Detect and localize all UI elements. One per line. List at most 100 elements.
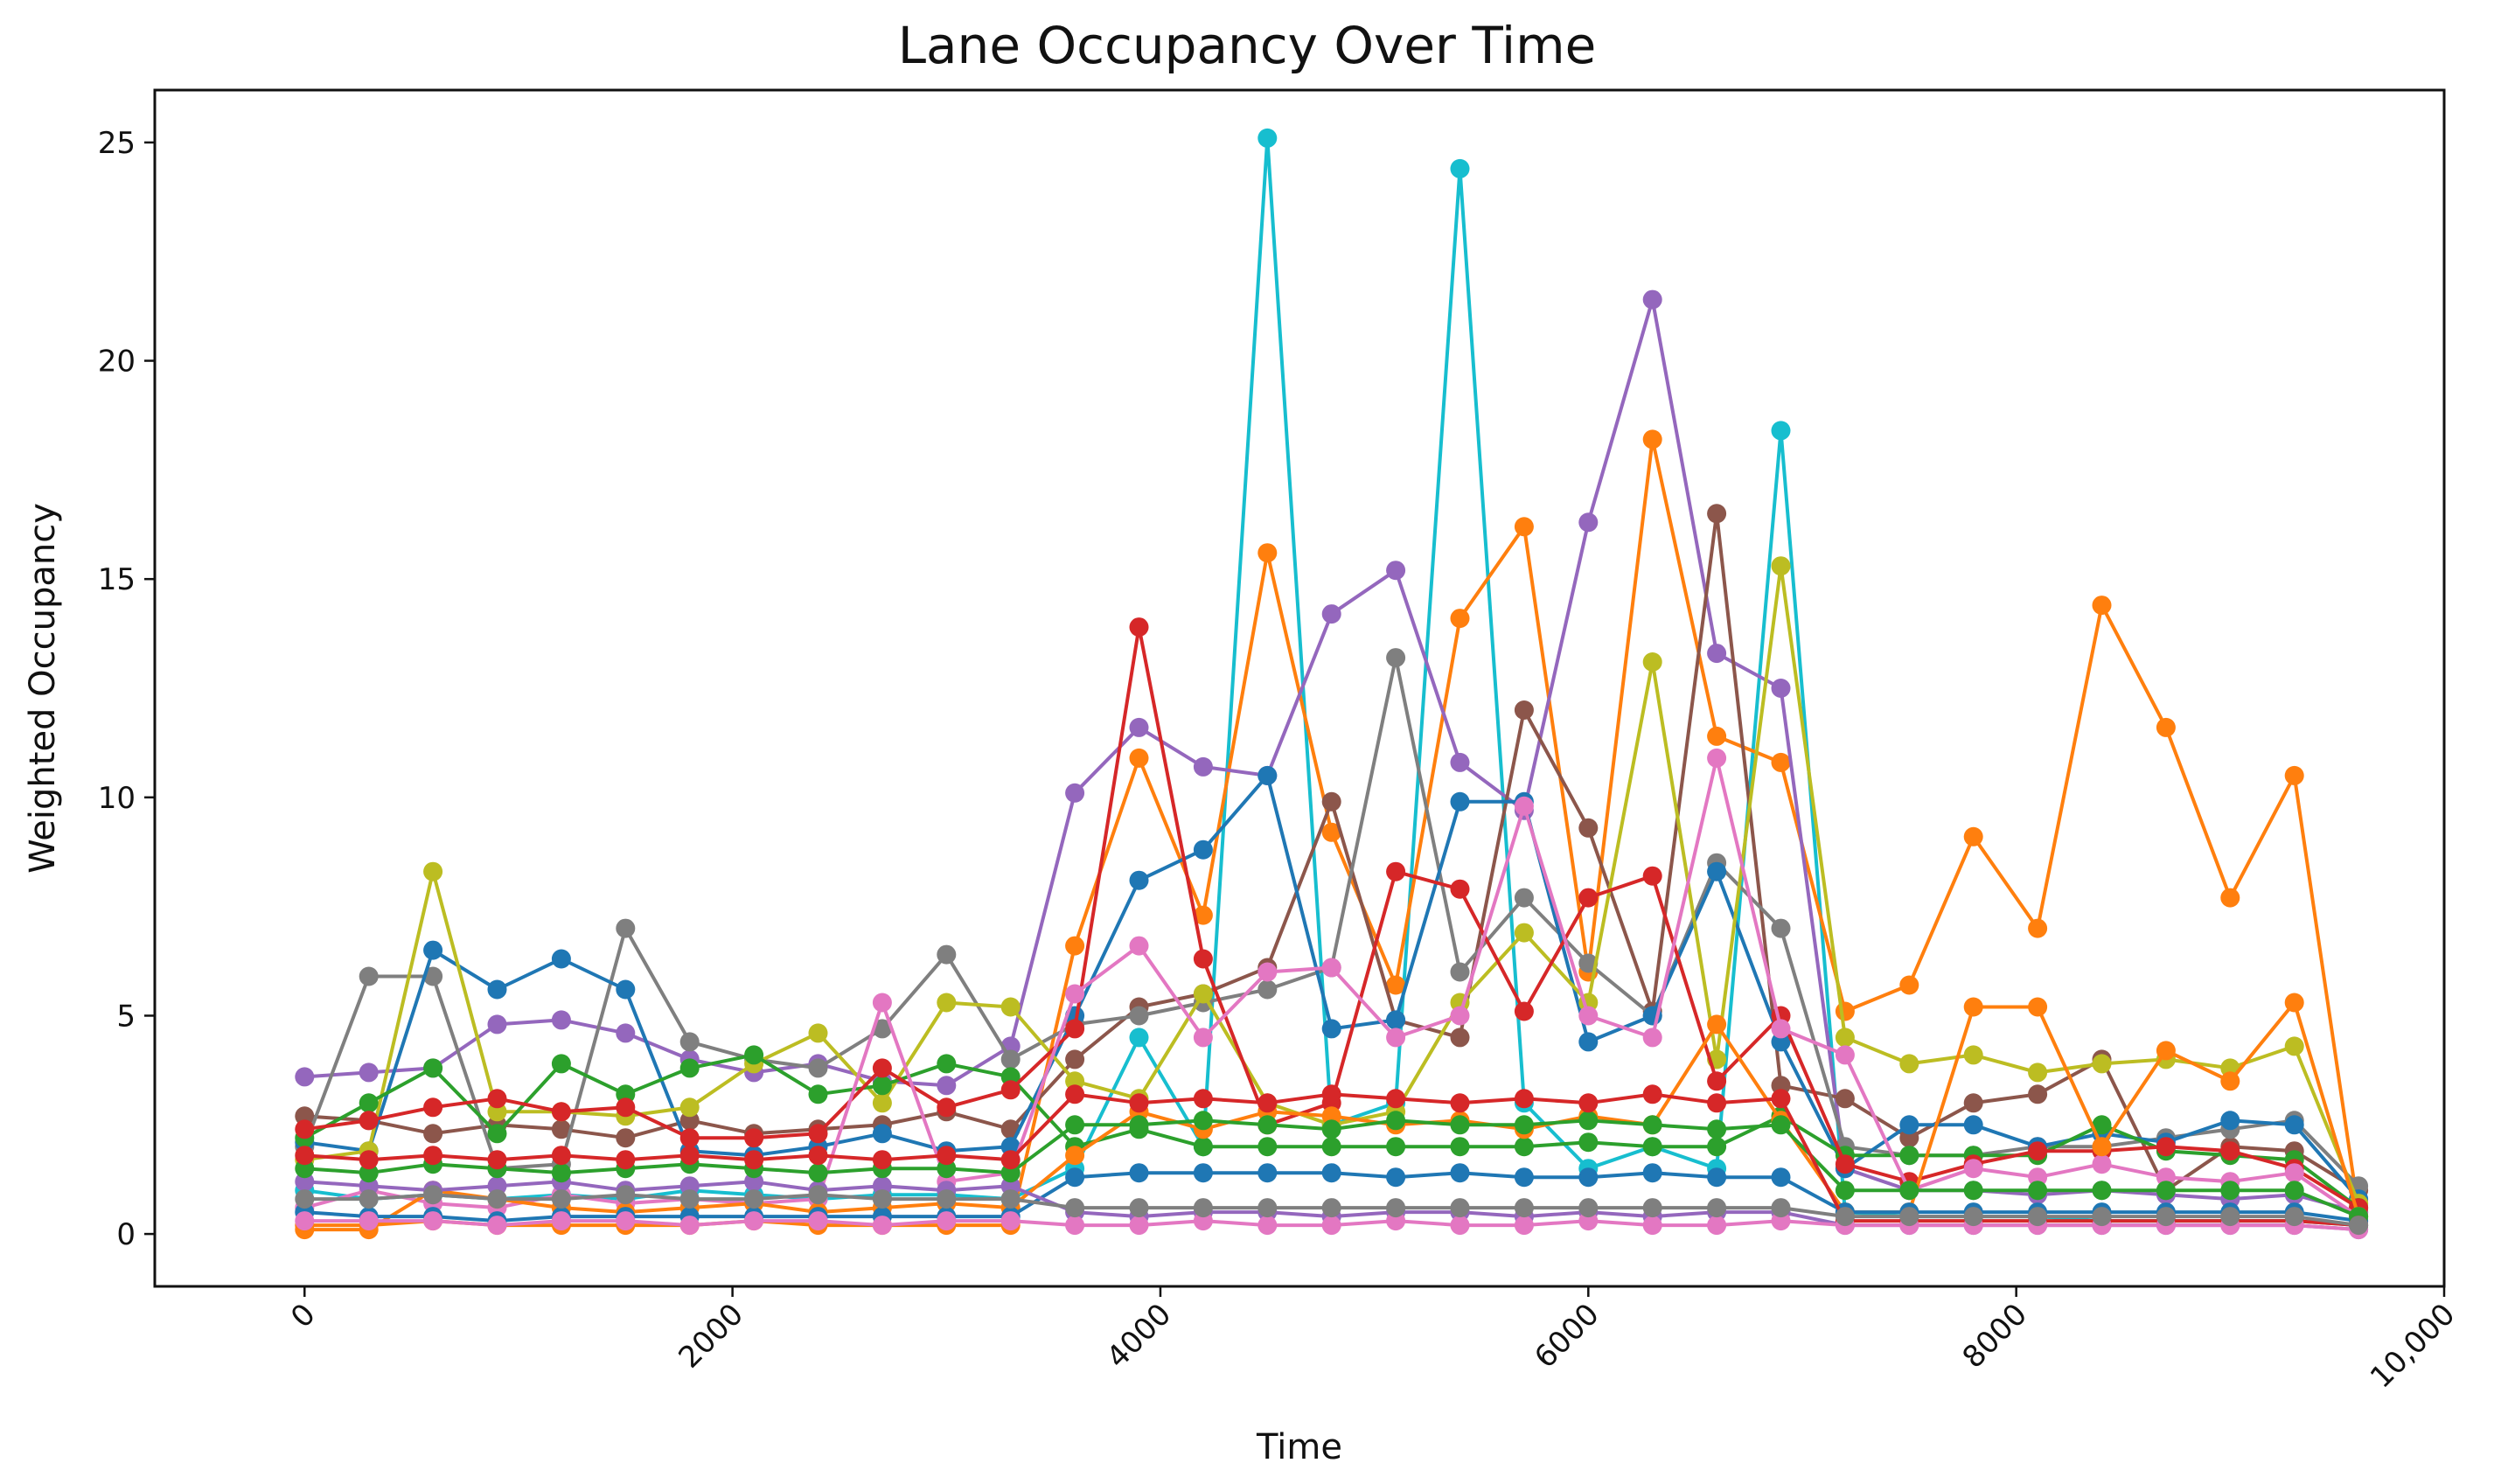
- data-point: [1450, 1093, 1470, 1113]
- data-point: [1642, 1216, 1662, 1236]
- data-point: [551, 1102, 571, 1122]
- data-point: [1707, 644, 1727, 664]
- data-point: [808, 1023, 828, 1043]
- data-point: [1000, 1150, 1021, 1170]
- data-point: [2284, 765, 2304, 785]
- data-point: [1321, 791, 1341, 812]
- data-point: [1514, 796, 1534, 816]
- data-point: [1578, 1132, 1599, 1153]
- data-point: [551, 1146, 571, 1166]
- data-point: [2092, 1115, 2112, 1135]
- data-point: [1450, 752, 1470, 772]
- data-point: [1578, 818, 1599, 838]
- chart-title: Lane Occupancy Over Time: [898, 16, 1597, 75]
- data-point: [1771, 421, 1791, 441]
- data-point: [1321, 958, 1341, 978]
- data-point: [1771, 752, 1791, 772]
- data-point: [1193, 1028, 1213, 1048]
- data-point: [359, 1150, 379, 1170]
- data-point: [1193, 756, 1213, 777]
- data-point: [1899, 1181, 1919, 1201]
- data-point: [2284, 993, 2304, 1013]
- x-tick-label: 4000: [1100, 1297, 1178, 1375]
- data-point: [1386, 561, 1406, 581]
- data-point: [1000, 1189, 1021, 1209]
- data-point: [1578, 1198, 1599, 1218]
- data-point: [1129, 936, 1149, 956]
- series-layer: [295, 128, 2369, 1240]
- data-point: [1065, 1146, 1085, 1166]
- data-point: [551, 949, 571, 969]
- y-axis-label: Weighted Occupancy: [23, 503, 63, 874]
- data-point: [551, 1211, 571, 1231]
- data-point: [1771, 918, 1791, 938]
- data-point: [1321, 1163, 1341, 1183]
- data-point: [2028, 1062, 2048, 1083]
- x-tick-label: 6000: [1528, 1297, 1606, 1375]
- data-point: [872, 1093, 892, 1113]
- data-point: [808, 1084, 828, 1104]
- x-tick-label: 10,000: [2364, 1297, 2462, 1395]
- data-point: [359, 1189, 379, 1209]
- y-tick-label: 10: [98, 781, 136, 816]
- data-point: [1899, 975, 1919, 995]
- data-point: [937, 1146, 957, 1166]
- data-point: [1514, 1115, 1534, 1135]
- data-point: [679, 1128, 700, 1148]
- data-point: [423, 1146, 443, 1166]
- data-point: [1707, 726, 1727, 746]
- data-point: [1642, 1084, 1662, 1104]
- data-point: [1386, 1089, 1406, 1109]
- data-point: [1129, 1198, 1149, 1218]
- data-point: [1514, 517, 1534, 537]
- data-point: [679, 1216, 700, 1236]
- data-point: [1257, 1137, 1278, 1157]
- data-point: [2284, 1115, 2304, 1135]
- data-point: [1450, 1006, 1470, 1026]
- x-tick-label: 2000: [672, 1297, 750, 1375]
- data-point: [359, 1211, 379, 1231]
- data-point: [295, 1211, 315, 1231]
- data-point: [2028, 918, 2048, 938]
- data-point: [1771, 1089, 1791, 1109]
- data-point: [1257, 962, 1278, 982]
- data-point: [616, 918, 636, 938]
- data-point: [551, 1054, 571, 1074]
- x-axis-label: Time: [1256, 1427, 1342, 1467]
- data-point: [1578, 888, 1599, 908]
- data-point: [1771, 1167, 1791, 1188]
- data-point: [808, 1185, 828, 1205]
- data-point: [679, 1146, 700, 1166]
- data-point: [1835, 1207, 1855, 1227]
- data-point: [1642, 1028, 1662, 1048]
- data-point: [487, 1150, 507, 1170]
- data-point: [2220, 1071, 2240, 1091]
- data-point: [1257, 1163, 1278, 1183]
- data-point: [1129, 1006, 1149, 1026]
- data-point: [2156, 1137, 2176, 1157]
- data-point: [1514, 1089, 1534, 1109]
- series-line-lane-a: [304, 136, 2359, 1228]
- data-point: [2028, 1141, 2048, 1161]
- data-point: [1963, 1045, 1983, 1065]
- data-point: [1321, 1019, 1341, 1039]
- data-point: [1835, 1028, 1855, 1048]
- data-point: [872, 1058, 892, 1078]
- data-point: [2092, 1207, 2112, 1227]
- data-point: [1707, 1014, 1727, 1035]
- data-point: [1386, 1111, 1406, 1131]
- data-point: [1899, 1146, 1919, 1166]
- data-point: [295, 1067, 315, 1087]
- data-point: [1386, 648, 1406, 668]
- data-point: [359, 966, 379, 986]
- data-point: [1065, 1198, 1085, 1218]
- y-tick-label: 20: [98, 345, 136, 380]
- y-tick-label: 5: [116, 999, 136, 1034]
- data-point: [487, 1014, 507, 1035]
- data-point: [872, 1076, 892, 1096]
- data-point: [1963, 1159, 1983, 1179]
- data-point: [1065, 936, 1085, 956]
- data-point: [1193, 1111, 1213, 1131]
- x-tick-label: 8000: [1956, 1297, 2034, 1375]
- data-point: [2284, 1181, 2304, 1201]
